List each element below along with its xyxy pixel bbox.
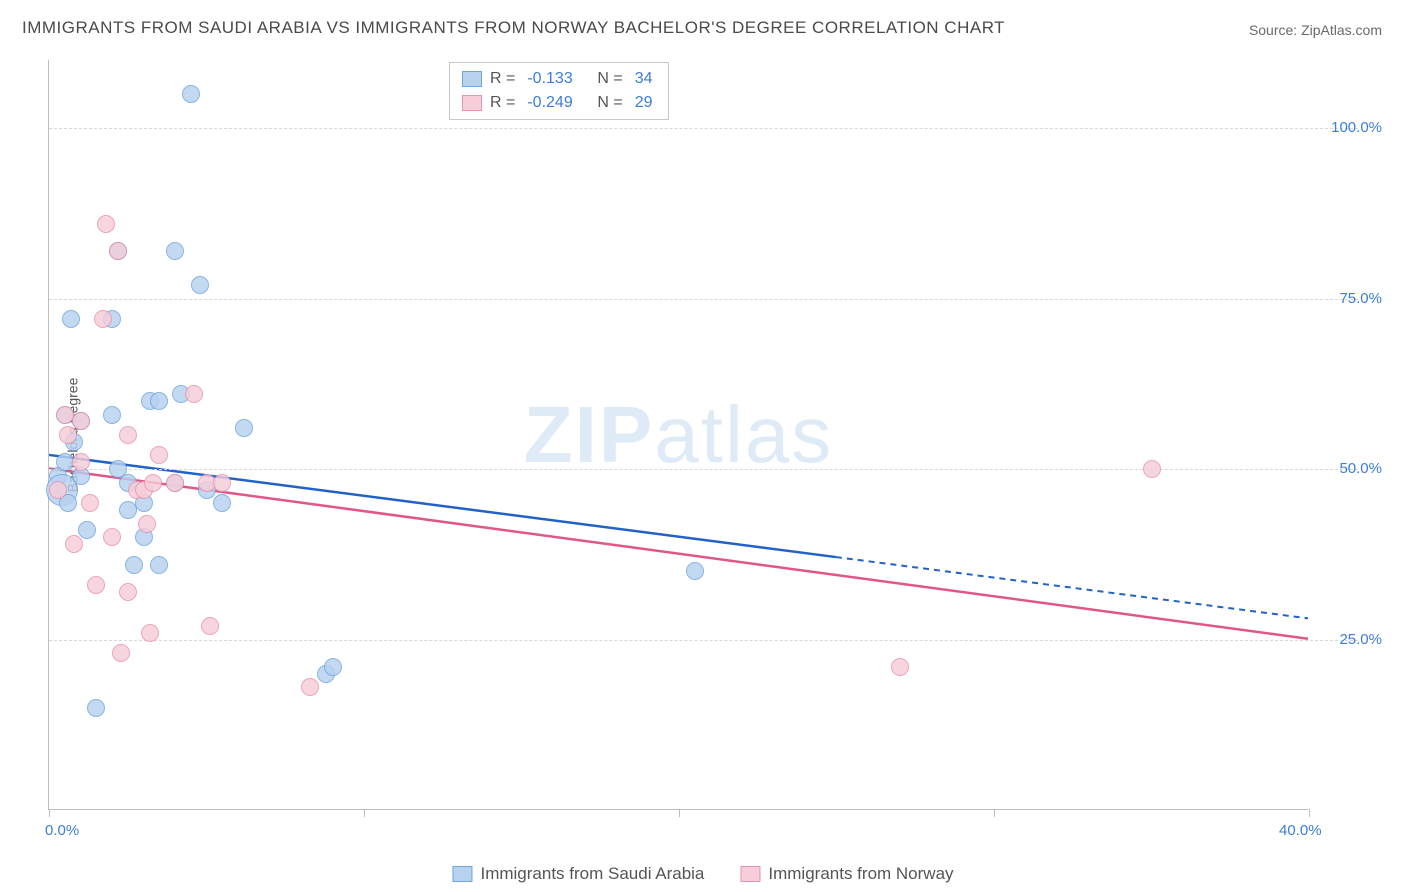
scatter-point bbox=[141, 624, 159, 642]
scatter-point bbox=[49, 481, 67, 499]
legend-swatch bbox=[452, 866, 472, 882]
scatter-point bbox=[119, 583, 137, 601]
legend-swatch bbox=[462, 71, 482, 87]
legend-label: Immigrants from Norway bbox=[768, 864, 953, 884]
x-tick bbox=[1309, 809, 1310, 817]
y-tick-label: 25.0% bbox=[1339, 631, 1382, 648]
scatter-point bbox=[125, 556, 143, 574]
scatter-point bbox=[686, 562, 704, 580]
chart-container: IMMIGRANTS FROM SAUDI ARABIA VS IMMIGRAN… bbox=[0, 0, 1406, 892]
scatter-point bbox=[87, 699, 105, 717]
x-tick-label: 40.0% bbox=[1279, 822, 1322, 839]
x-tick bbox=[679, 809, 680, 817]
scatter-point bbox=[103, 406, 121, 424]
scatter-point bbox=[112, 644, 130, 662]
legend-item: Immigrants from Norway bbox=[740, 864, 953, 884]
scatter-point bbox=[150, 392, 168, 410]
y-tick-label: 100.0% bbox=[1331, 119, 1382, 136]
legend-item: Immigrants from Saudi Arabia bbox=[452, 864, 704, 884]
stats-legend: R =-0.133N =34R =-0.249N =29 bbox=[449, 62, 669, 120]
scatter-point bbox=[150, 556, 168, 574]
x-tick bbox=[49, 809, 50, 817]
scatter-point bbox=[144, 474, 162, 492]
scatter-point bbox=[891, 658, 909, 676]
scatter-point bbox=[81, 494, 99, 512]
legend-label: Immigrants from Saudi Arabia bbox=[480, 864, 704, 884]
y-tick-label: 50.0% bbox=[1339, 460, 1382, 477]
chart-title: IMMIGRANTS FROM SAUDI ARABIA VS IMMIGRAN… bbox=[22, 18, 1005, 38]
scatter-point bbox=[87, 576, 105, 594]
scatter-point bbox=[182, 85, 200, 103]
stats-legend-row: R =-0.133N =34 bbox=[462, 67, 656, 91]
scatter-point bbox=[324, 658, 342, 676]
scatter-point bbox=[72, 412, 90, 430]
scatter-point bbox=[191, 276, 209, 294]
scatter-point bbox=[185, 385, 203, 403]
grid-line bbox=[49, 128, 1358, 129]
scatter-point bbox=[213, 494, 231, 512]
scatter-point bbox=[94, 310, 112, 328]
scatter-point bbox=[72, 453, 90, 471]
grid-line bbox=[49, 640, 1358, 641]
legend-swatch bbox=[462, 95, 482, 111]
grid-line bbox=[49, 299, 1358, 300]
legend-swatch bbox=[740, 866, 760, 882]
x-tick bbox=[994, 809, 995, 817]
scatter-point bbox=[201, 617, 219, 635]
scatter-point bbox=[119, 426, 137, 444]
scatter-point bbox=[235, 419, 253, 437]
scatter-point bbox=[97, 215, 115, 233]
scatter-point bbox=[65, 535, 83, 553]
scatter-point bbox=[103, 528, 121, 546]
scatter-point bbox=[59, 426, 77, 444]
scatter-point bbox=[166, 474, 184, 492]
scatter-point bbox=[213, 474, 231, 492]
x-tick-label: 0.0% bbox=[45, 822, 79, 839]
source-label: Source: ZipAtlas.com bbox=[1249, 22, 1382, 38]
stats-legend-row: R =-0.249N =29 bbox=[462, 91, 656, 115]
scatter-point bbox=[62, 310, 80, 328]
grid-line bbox=[49, 469, 1358, 470]
watermark: ZIPatlas bbox=[524, 389, 833, 481]
scatter-point bbox=[301, 678, 319, 696]
scatter-point bbox=[150, 446, 168, 464]
x-tick bbox=[364, 809, 365, 817]
scatter-point bbox=[166, 242, 184, 260]
bottom-legend: Immigrants from Saudi Arabia Immigrants f… bbox=[452, 864, 953, 884]
plot-area: ZIPatlas Bachelor's Degree R =-0.133N =3… bbox=[48, 60, 1308, 810]
scatter-point bbox=[1143, 460, 1161, 478]
y-tick-label: 75.0% bbox=[1339, 290, 1382, 307]
scatter-point bbox=[138, 515, 156, 533]
scatter-point bbox=[109, 242, 127, 260]
